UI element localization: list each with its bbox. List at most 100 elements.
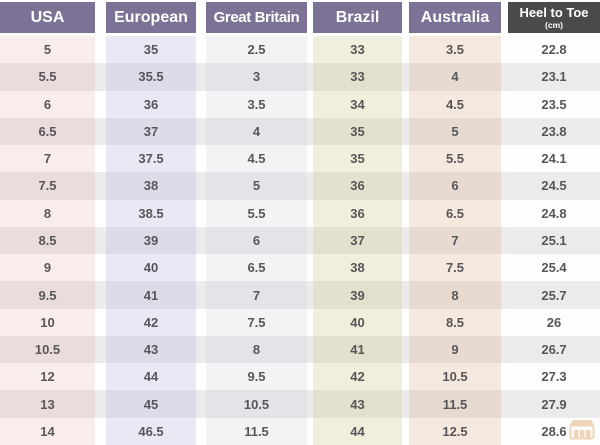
cell-european-row8: 39 (106, 226, 196, 255)
cell-heel-to-toe-row2: 23.1 (508, 63, 600, 91)
column-header-heel-to-toe: Heel to Toe (cm) (508, 2, 600, 33)
cell-great-britain-row2: 3 (206, 63, 307, 91)
column-header-sublabel: (cm) (545, 19, 563, 30)
cell-australia-row8: 7 (409, 226, 501, 255)
cell-brazil-row9: 38 (313, 254, 402, 282)
cell-usa-row3: 6 (0, 90, 95, 118)
cell-great-britain-row11: 7.5 (206, 308, 307, 336)
column-header-label: European (114, 8, 188, 26)
cell-great-britain-row4: 4 (206, 117, 307, 146)
cell-brazil-row4: 35 (313, 117, 402, 146)
cell-heel-to-toe-row10: 25.7 (508, 281, 600, 309)
column-header-european: European (106, 2, 196, 33)
cell-heel-to-toe-row15: 28.6 (508, 417, 600, 445)
cell-australia-row10: 8 (409, 281, 501, 309)
cell-great-britain-row3: 3.5 (206, 90, 307, 118)
cell-heel-to-toe-row14: 27.9 (508, 390, 600, 418)
column-header-label: USA (30, 8, 65, 26)
cell-heel-to-toe-row13: 27.3 (508, 363, 600, 391)
cell-usa-row12: 10.5 (0, 335, 95, 364)
cell-usa-row6: 7.5 (0, 172, 95, 200)
cell-australia-row6: 6 (409, 172, 501, 200)
cell-usa-row11: 10 (0, 308, 95, 336)
cell-heel-to-toe-row8: 25.1 (508, 226, 600, 255)
cell-usa-row4: 6.5 (0, 117, 95, 146)
column-header-usa: USA (0, 2, 95, 33)
cell-european-row14: 45 (106, 390, 196, 418)
cell-usa-row10: 9.5 (0, 281, 95, 309)
cell-brazil-row5: 35 (313, 145, 402, 173)
cell-usa-row1: 5 (0, 36, 95, 64)
cell-european-row5: 37.5 (106, 145, 196, 173)
cell-brazil-row2: 33 (313, 63, 402, 91)
cell-european-row12: 43 (106, 335, 196, 364)
cell-european-row6: 38 (106, 172, 196, 200)
cell-great-britain-row12: 8 (206, 335, 307, 364)
cell-european-row10: 41 (106, 281, 196, 309)
cell-brazil-row6: 36 (313, 172, 402, 200)
cell-usa-row13: 12 (0, 363, 95, 391)
cell-european-row9: 40 (106, 254, 196, 282)
column-header-label: Great Britain (213, 9, 300, 26)
cell-european-row2: 35.5 (106, 63, 196, 91)
cell-usa-row15: 14 (0, 417, 95, 445)
cell-australia-row9: 7.5 (409, 254, 501, 282)
cell-great-britain-row15: 11.5 (206, 417, 307, 445)
cell-australia-row1: 3.5 (409, 36, 501, 64)
cell-european-row7: 38.5 (106, 199, 196, 227)
cell-heel-to-toe-row1: 22.8 (508, 36, 600, 64)
cell-heel-to-toe-row7: 24.8 (508, 199, 600, 227)
cell-great-britain-row7: 5.5 (206, 199, 307, 227)
column-header-brazil: Brazil (313, 2, 402, 33)
cell-brazil-row11: 40 (313, 308, 402, 336)
cell-australia-row15: 12.5 (409, 417, 501, 445)
cell-european-row13: 44 (106, 363, 196, 391)
column-brazil: Brazil 33 33 34 35 35 36 36 37 38 39 40 41 42 43 44 (313, 2, 402, 445)
column-heel-to-toe: Heel to Toe (cm) 22.8 23.1 23.5 23.8 24.1 24.5 2… (508, 2, 600, 445)
column-usa: USA 5 5.5 6 6.5 7 7.5 8 8.5 9 9.5 10 10.5 12 13 14 (0, 2, 95, 445)
cell-australia-row11: 8.5 (409, 308, 501, 336)
cell-european-row15: 46.5 (106, 417, 196, 445)
cell-european-row11: 42 (106, 308, 196, 336)
shop-logo-icon (569, 420, 595, 440)
cell-european-row3: 36 (106, 90, 196, 118)
column-header-label: Heel to Toe (519, 4, 589, 20)
column-australia: Australia 3.5 4 4.5 5 5.5 6 6.5 7 7.5 8 8.5 9 10.5 11.… (409, 2, 501, 445)
cell-heel-to-toe-row6: 24.5 (508, 172, 600, 200)
cell-great-britain-row13: 9.5 (206, 363, 307, 391)
column-great-britain: Great Britain 2.5 3 3.5 4 4.5 5 5.5 6 6.5 7 7.5 8 9.5… (206, 2, 307, 445)
cell-brazil-row10: 39 (313, 281, 402, 309)
cell-australia-row3: 4.5 (409, 90, 501, 118)
column-header-australia: Australia (409, 2, 501, 33)
column-header-label: Brazil (335, 8, 380, 26)
cell-brazil-row15: 44 (313, 417, 402, 445)
cell-australia-row14: 11.5 (409, 390, 501, 418)
cell-heel-to-toe-row11: 26 (508, 308, 600, 336)
cell-great-britain-row5: 4.5 (206, 145, 307, 173)
cell-great-britain-row10: 7 (206, 281, 307, 309)
cell-usa-row2: 5.5 (0, 63, 95, 91)
cell-usa-row5: 7 (0, 145, 95, 173)
cell-australia-row5: 5.5 (409, 145, 501, 173)
cell-heel-to-toe-row3: 23.5 (508, 90, 600, 118)
column-european: European 35 35.5 36 37 37.5 38 38.5 39 40 41 42 43 44… (106, 2, 196, 445)
cell-usa-row8: 8.5 (0, 226, 95, 255)
cell-australia-row7: 6.5 (409, 199, 501, 227)
cell-great-britain-row9: 6.5 (206, 254, 307, 282)
cell-brazil-row1: 33 (313, 36, 402, 64)
cell-brazil-row14: 43 (313, 390, 402, 418)
cell-heel-to-toe-row12: 26.7 (508, 335, 600, 364)
cell-european-row4: 37 (106, 117, 196, 146)
cell-great-britain-row1: 2.5 (206, 36, 307, 64)
cell-australia-row13: 10.5 (409, 363, 501, 391)
cell-brazil-row3: 34 (313, 90, 402, 118)
cell-heel-to-toe-row5: 24.1 (508, 145, 600, 173)
cell-brazil-row13: 42 (313, 363, 402, 391)
column-header-label: Australia (420, 8, 490, 26)
cell-australia-row2: 4 (409, 63, 501, 91)
cell-australia-row12: 9 (409, 335, 501, 364)
cell-heel-to-toe-row4: 23.8 (508, 117, 600, 146)
cell-heel-to-toe-row9: 25.4 (508, 254, 600, 282)
